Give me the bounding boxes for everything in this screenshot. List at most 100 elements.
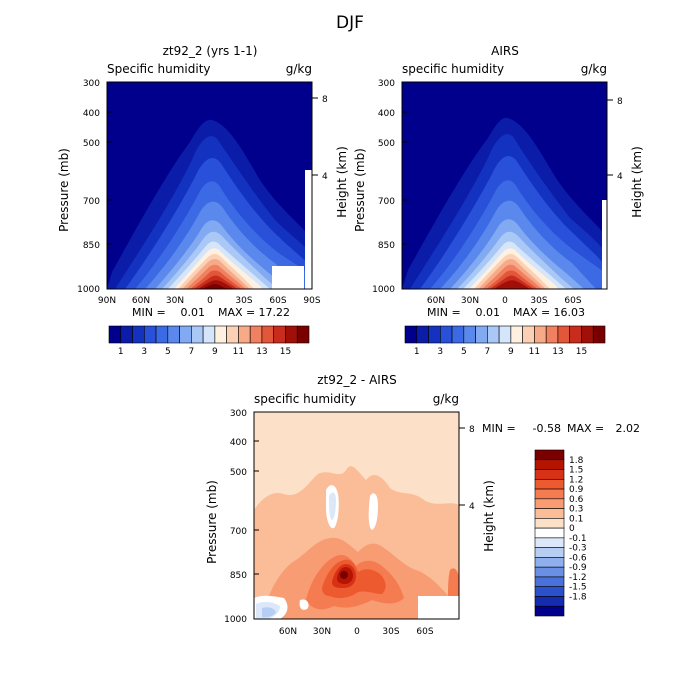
colorbar-swatch: [534, 596, 565, 607]
pressure-tick: 400: [230, 438, 247, 448]
lat-tick: 0: [354, 627, 360, 637]
y-axis-ticks: [254, 411, 465, 575]
pressure-tick: 700: [378, 197, 395, 207]
max-value: 2.02: [616, 422, 641, 435]
max-value: 16.03: [554, 306, 586, 319]
colorbar-label: 0.6: [569, 495, 584, 505]
lat-tick: 60S: [416, 627, 433, 637]
y2-axis-label: Height (km): [482, 480, 496, 551]
panel-model: zt92_2 (yrs 1-1) Specific humidity g/kg: [57, 44, 349, 357]
panel-variable-label: specific humidity: [254, 392, 356, 406]
colorbar-swatch: [202, 325, 216, 344]
colorbar-swatch: [534, 576, 565, 588]
colorbar-swatch: [534, 488, 565, 500]
colorbar-swatch: [534, 498, 565, 509]
panel-airs: AIRS specific humidity g/kg: [353, 44, 644, 357]
colorbar-label: -1.2: [569, 573, 587, 583]
colorbar-swatch: [557, 325, 571, 344]
height-tick: 8: [617, 97, 623, 107]
colorbar: 1 3 5 7 9 11 13 15: [404, 325, 606, 357]
panel-units-label: g/kg: [286, 62, 312, 76]
colorbar-swatch: [238, 325, 251, 344]
colorbar-swatch: [296, 325, 310, 344]
colorbar-label: 7: [188, 347, 194, 357]
contour-field: [402, 82, 607, 289]
colorbar-label: -1.8: [569, 592, 587, 602]
colorbar-label: 0.3: [569, 505, 583, 515]
minmax-label: MIN = 0.01 MAX = 17.22: [132, 306, 290, 319]
y2-axis-label: Height (km): [630, 146, 644, 217]
colorbar-label: 15: [280, 347, 291, 357]
lat-tick: 90S: [303, 296, 320, 306]
colorbar-swatch: [487, 325, 500, 344]
colorbar-label: 9: [212, 347, 218, 357]
colorbar-label: 7: [484, 347, 490, 357]
colorbar-swatch: [155, 325, 169, 344]
colorbar-swatch: [416, 325, 429, 344]
max-label: MAX =: [218, 306, 255, 319]
lat-tick: 60N: [427, 296, 445, 306]
lat-tick: 60S: [564, 296, 581, 306]
min-label: MIN =: [482, 422, 516, 435]
lat-tick: 60N: [279, 627, 297, 637]
contour-field: [107, 82, 312, 289]
min-value: 0.01: [476, 306, 501, 319]
lat-tick: 30N: [313, 627, 331, 637]
colorbar-label: 11: [233, 347, 244, 357]
panel-units-label: g/kg: [581, 62, 607, 76]
colorbar-label: 13: [256, 347, 267, 357]
colorbar-label: 5: [461, 347, 467, 357]
colorbar-swatch: [534, 566, 565, 578]
colorbar-label: -0.6: [569, 553, 587, 563]
colorbar-label: 13: [552, 347, 563, 357]
pressure-tick: 400: [83, 109, 100, 119]
colorbar-swatch: [534, 557, 565, 568]
pressure-tick: 700: [83, 197, 100, 207]
y-axis-label: Pressure (mb): [205, 480, 219, 564]
height-tick: 8: [322, 95, 328, 105]
colorbar-label: 11: [529, 347, 540, 357]
colorbar-swatch: [545, 325, 559, 344]
lat-tick: 60S: [269, 296, 286, 306]
panel-variable-label: Specific humidity: [107, 62, 211, 76]
colorbar-swatch: [404, 325, 418, 344]
pressure-tick: 500: [230, 468, 247, 478]
colorbar-label: 1.8: [569, 456, 584, 466]
colorbar-swatch: [249, 325, 263, 344]
min-value: 0.01: [181, 306, 206, 319]
pressure-tick: 700: [230, 527, 247, 537]
colorbar-label: 1: [118, 347, 124, 357]
lat-tick: 0: [207, 296, 213, 306]
colorbar-swatch: [428, 325, 441, 344]
y-axis-ticks: [402, 81, 613, 245]
colorbar-swatch: [214, 325, 227, 344]
min-value: -0.58: [533, 422, 561, 435]
colorbar-label: 3: [141, 347, 147, 357]
pressure-tick: 300: [230, 409, 247, 419]
colorbar-swatch: [143, 325, 157, 344]
pressure-tick: 1000: [372, 285, 395, 295]
height-tick: 8: [469, 425, 475, 435]
colorbar-swatch: [534, 449, 565, 461]
height-tick: 4: [617, 172, 623, 182]
colorbar-label: -1.5: [569, 583, 587, 593]
minmax-label: MIN = -0.58 MAX = 2.02: [482, 422, 640, 435]
figure-title: DJF: [336, 13, 364, 33]
colorbar-swatch: [534, 459, 565, 470]
pressure-tick: 1000: [77, 285, 100, 295]
colorbar-swatch: [108, 325, 122, 344]
colorbar-label: 1: [414, 347, 420, 357]
colorbar-label: 9: [508, 347, 514, 357]
colorbar-label: 3: [437, 347, 443, 357]
y-axis-label: Pressure (mb): [57, 148, 71, 232]
colorbar-swatch: [439, 325, 453, 344]
colorbar-label: 1.2: [569, 475, 583, 485]
max-label: MAX =: [567, 422, 604, 435]
colorbar-swatch: [451, 325, 465, 344]
colorbar-swatch: [534, 518, 565, 529]
colorbar-swatch: [285, 325, 298, 344]
colorbar-label: 0: [569, 524, 575, 534]
colorbar-label: -0.9: [569, 563, 587, 573]
lat-tick: 30S: [530, 296, 547, 306]
